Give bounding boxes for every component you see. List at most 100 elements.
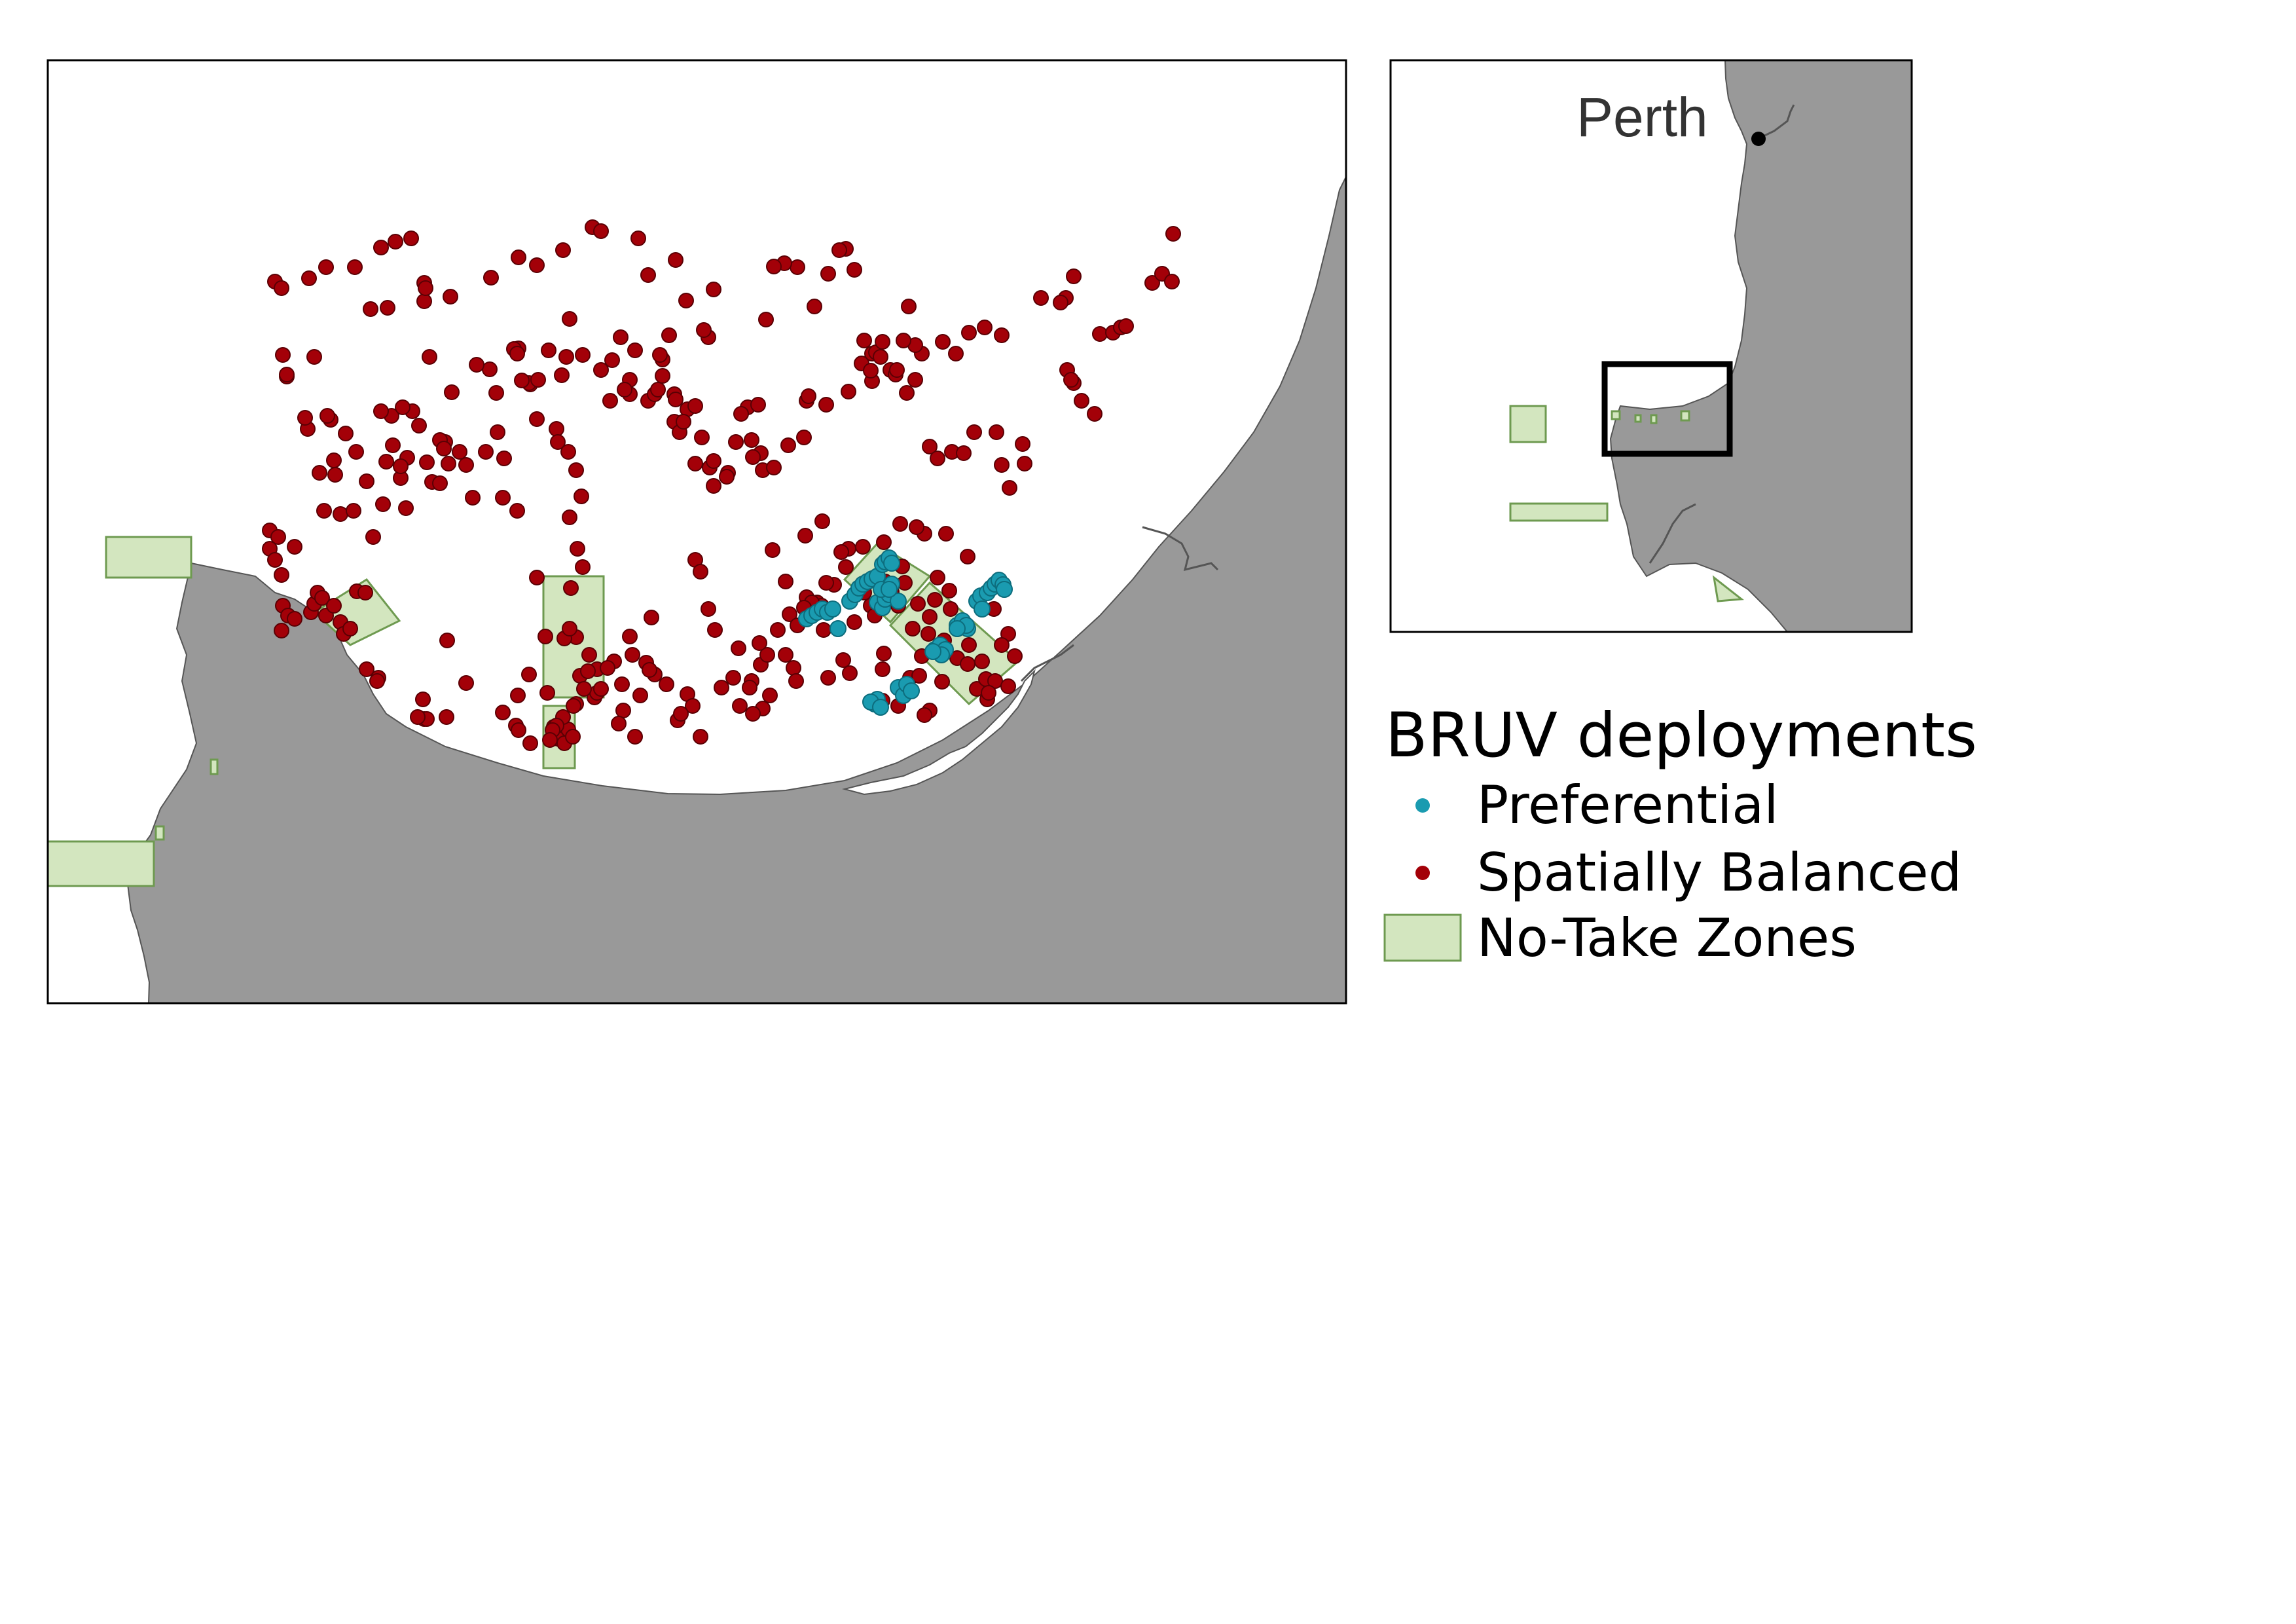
spatially-balanced-deployment-marker <box>661 327 677 343</box>
teal-dot-icon <box>1415 798 1430 813</box>
spatially-balanced-deployment-marker <box>655 368 670 384</box>
spatially-balanced-deployment-marker <box>818 397 834 413</box>
spatially-balanced-deployment-marker <box>797 528 813 544</box>
spatially-balanced-deployment-marker <box>287 611 302 627</box>
no-take-zone <box>1611 410 1621 420</box>
spatially-balanced-deployment-marker <box>948 346 964 361</box>
no-take-zone <box>105 536 192 579</box>
no-take-zones-inset <box>1509 405 1744 602</box>
spatially-balanced-deployment-marker <box>644 610 659 625</box>
inset-map: Perth <box>1389 59 1913 633</box>
spatially-balanced-deployment-marker <box>338 426 354 441</box>
spatially-balanced-deployment-marker <box>1063 372 1079 388</box>
spatially-balanced-deployment-marker <box>941 583 957 599</box>
spatially-balanced-deployment-marker <box>630 231 646 246</box>
preferential-deployment-marker <box>872 699 889 716</box>
preferential-deployments <box>798 549 1013 716</box>
spatially-balanced-deployment-marker <box>696 322 712 338</box>
preferential-deployment-marker <box>824 600 841 618</box>
spatially-balanced-deployment-marker <box>930 570 945 585</box>
spatially-balanced-deployment-marker <box>613 329 629 345</box>
spatially-balanced-deployment-marker <box>444 384 460 400</box>
spatially-balanced-deployment-marker <box>359 473 374 489</box>
spatially-balanced-deployment-marker <box>549 421 564 437</box>
spatially-balanced-deployment-marker <box>745 706 761 722</box>
spatially-balanced-deployment-marker <box>707 622 723 638</box>
extent-indicator-box <box>1601 361 1733 457</box>
spatially-balanced-deployment-marker <box>373 403 389 419</box>
spatially-balanced-deployment-marker <box>875 661 890 677</box>
spatially-balanced-deployment-marker <box>615 703 631 718</box>
spatially-balanced-deployment-marker <box>1033 290 1049 306</box>
spatially-balanced-deployment-marker <box>801 388 816 404</box>
spatially-balanced-deployment-marker <box>346 503 361 519</box>
spatially-balanced-deployment-marker <box>514 373 530 388</box>
spatially-balanced-deployment-marker <box>1118 318 1134 334</box>
spatially-balanced-deployment-marker <box>1007 648 1023 664</box>
spatially-balanced-deployment-marker <box>714 680 729 695</box>
inset-river <box>1649 503 1696 564</box>
spatially-balanced-deployment-marker <box>297 410 313 426</box>
no-take-zone <box>1712 575 1744 602</box>
spatially-balanced-deployment-marker <box>935 334 951 350</box>
spatially-balanced-deployment-marker <box>410 709 426 725</box>
green-rectangle-icon <box>1383 913 1462 962</box>
spatially-balanced-deployment-marker <box>742 680 757 695</box>
spatially-balanced-deployment-marker <box>562 621 577 637</box>
legend-label-no-take-zones: No-Take Zones <box>1477 908 1857 969</box>
preferential-deployment-marker <box>890 593 907 610</box>
spatially-balanced-deployment-marker <box>876 646 892 661</box>
spatially-balanced-deployment-marker <box>752 635 767 651</box>
spatially-balanced-deployment-marker <box>816 622 831 638</box>
spatially-balanced-deployment-marker <box>994 637 1010 653</box>
preferential-deployment-marker <box>996 581 1013 598</box>
spatially-balanced-deployment-marker <box>796 430 812 445</box>
spatially-balanced-deployment-marker <box>469 357 484 373</box>
spatially-balanced-deployment-marker <box>522 735 538 751</box>
spatially-balanced-deployment-marker <box>1087 406 1102 422</box>
spatially-balanced-deployment-marker <box>725 670 741 686</box>
spatially-balanced-deployment-marker <box>1000 678 1016 694</box>
spatially-balanced-deployment-marker <box>835 652 851 668</box>
spatially-balanced-deployment-marker <box>732 698 748 714</box>
spatially-balanced-deployment-marker <box>488 385 504 401</box>
preferential-deployment-marker <box>974 600 991 618</box>
spatially-balanced-deployment-marker <box>458 675 474 691</box>
spatially-balanced-deployment-marker <box>966 424 982 440</box>
spatially-balanced-deployment-marker <box>319 408 335 424</box>
spatially-balanced-deployment-marker <box>436 441 452 456</box>
spatially-balanced-deployment-marker <box>566 698 581 714</box>
river-east <box>1142 526 1219 572</box>
spatially-balanced-deployment-marker <box>347 259 363 275</box>
spatially-balanced-deployment-marker <box>875 334 890 350</box>
spatially-balanced-deployment-marker <box>385 437 401 453</box>
spatially-balanced-deployment-marker <box>483 270 499 286</box>
legend-title: BRUV deployments <box>1385 700 1977 771</box>
spatially-balanced-deployment-marker <box>668 392 683 407</box>
spatially-balanced-deployment-marker <box>327 467 343 483</box>
spatially-balanced-deployment-marker <box>642 662 657 678</box>
spatially-balanced-deployment-marker <box>901 299 917 314</box>
spatially-balanced-deployment-marker <box>790 259 805 275</box>
spatially-balanced-deployment-marker <box>896 333 911 348</box>
spatially-balanced-deployment-marker <box>314 590 330 606</box>
spatially-balanced-deployment-marker <box>416 293 432 309</box>
spatially-balanced-deployment-marker <box>961 637 977 653</box>
spatially-balanced-deployment-marker <box>443 289 458 304</box>
spatially-balanced-deployment-marker <box>274 623 289 638</box>
spatially-balanced-deployment-marker <box>562 509 577 525</box>
spatially-balanced-deployment-marker <box>627 342 643 358</box>
spatially-balanced-deployment-marker <box>363 301 378 317</box>
main-map-land <box>126 176 1346 1003</box>
spatially-balanced-deployment-marker <box>570 541 585 557</box>
spatially-balanced-deployment-marker <box>678 293 694 308</box>
preferential-deployment-marker <box>883 555 900 572</box>
spatially-balanced-deployment-marker <box>873 349 888 365</box>
spatially-balanced-deployment-marker <box>539 685 555 701</box>
spatially-balanced-deployment-marker <box>733 406 749 422</box>
spatially-balanced-deployment-marker <box>496 451 512 466</box>
spatially-balanced-deployment-marker <box>478 444 494 460</box>
spatially-balanced-deployment-marker <box>838 559 854 575</box>
spatially-balanced-deployment-marker <box>627 729 643 745</box>
spatially-balanced-deployment-marker <box>359 661 374 677</box>
